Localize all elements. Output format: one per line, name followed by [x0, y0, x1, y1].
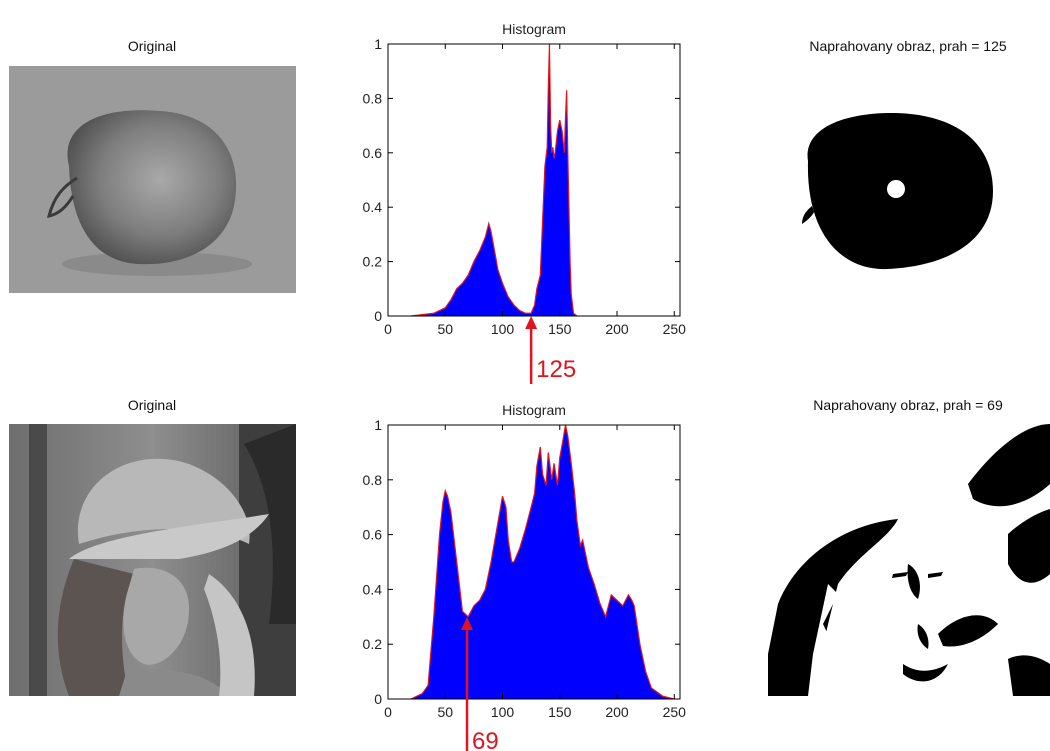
x-tick-label: 0	[384, 704, 392, 720]
y-tick-label: 0.4	[363, 581, 383, 597]
x-tick-label: 250	[663, 321, 687, 337]
threshold-label: 125	[536, 356, 576, 383]
y-tick-label: 0.2	[363, 636, 383, 652]
y-tick-label: 0	[374, 691, 382, 707]
y-tick-label: 1	[374, 36, 382, 52]
threshold-label: 69	[472, 728, 499, 751]
thresholded-apple-image	[768, 66, 1050, 316]
x-tick-label: 0	[384, 321, 392, 337]
threshold-arrow-head	[525, 316, 538, 329]
histogram-outline	[410, 424, 675, 700]
thresholded-portrait-graphic	[768, 424, 1050, 696]
y-tick-label: 1	[374, 417, 382, 433]
y-tick-label: 0.6	[363, 527, 383, 543]
y-tick-label: 0	[374, 308, 382, 324]
histogram-title: Histogram	[502, 402, 566, 418]
threshold-title-2: Naprahovany obraz, prah = 69	[813, 397, 1003, 413]
y-tick-label: 0.8	[363, 472, 383, 488]
original-title-2: Original	[127, 397, 177, 413]
histogram-svg-2: Histogram 0 50 100 150 200 250 0 0.2 0.4 0.6 0.8 1 69	[363, 402, 687, 751]
histogram-outline	[410, 43, 578, 317]
histogram-area	[410, 44, 577, 316]
thresholded-portrait-image	[768, 424, 1050, 696]
axes-box	[387, 424, 681, 700]
thresholded-apple-graphic	[768, 66, 1050, 316]
original-portrait-image	[9, 424, 296, 696]
histogram-chart-2: Histogram 0 50 100 150 200 250 0 0.2 0.4 0.6 0.8 1 69	[340, 395, 700, 751]
y-tick-label: 0.8	[363, 90, 383, 106]
apple-photo-graphic	[9, 66, 296, 293]
threshold-arrow-head	[461, 617, 474, 630]
x-tick-label: 150	[548, 704, 572, 720]
original-title-1: Original	[127, 38, 177, 54]
x-tick-label: 100	[491, 704, 515, 720]
x-tick-label: 250	[663, 704, 687, 720]
original-apple-image	[9, 66, 296, 293]
x-tick-label: 100	[491, 321, 515, 337]
x-tick-label: 50	[437, 321, 453, 337]
x-tick-label: 150	[548, 321, 572, 337]
axes-box	[387, 43, 681, 317]
x-tick-label: 200	[605, 704, 629, 720]
histogram-chart-1: Histogram 0 50 100 150 200 250 0 0.2 0.4 0.6 0.8 1 12…	[340, 14, 700, 384]
y-tick-label: 0.4	[363, 199, 383, 215]
x-tick-label: 200	[605, 321, 629, 337]
histogram-title: Histogram	[502, 21, 566, 37]
x-tick-label: 50	[437, 704, 453, 720]
threshold-title-1: Naprahovany obraz, prah = 125	[809, 38, 1007, 54]
portrait-photo-graphic	[9, 424, 296, 696]
histogram-svg-1: Histogram 0 50 100 150 200 250 0 0.2 0.4 0.6 0.8 1 12…	[363, 21, 687, 384]
y-tick-label: 0.2	[363, 254, 383, 270]
y-tick-label: 0.6	[363, 145, 383, 161]
histogram-area	[410, 425, 675, 699]
